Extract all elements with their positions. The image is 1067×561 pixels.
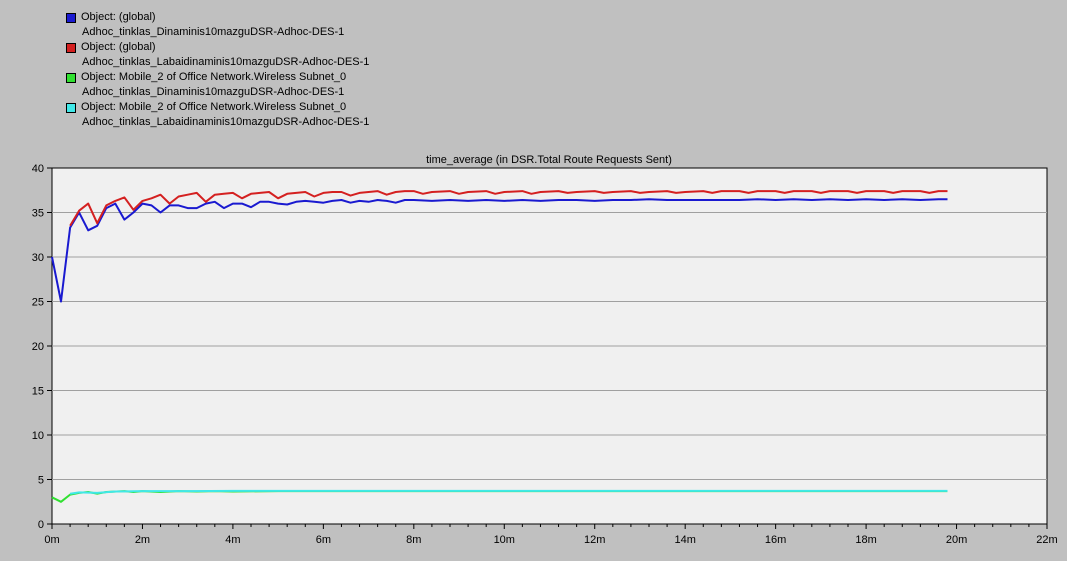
grid-lines xyxy=(52,212,1047,480)
x-tick-label: 14m xyxy=(674,534,695,546)
y-tick-label: 30 xyxy=(32,252,44,264)
legend-swatch xyxy=(66,102,76,113)
axis-ticks: 0 5 10 15 20 25 30 35 40 0m 2m 4m 6m 8m 10m 12m 14m 16m 18… xyxy=(32,163,1058,546)
x-tick-label: 6m xyxy=(316,534,331,546)
y-tick-label: 15 xyxy=(32,386,44,398)
series-line-4 xyxy=(69,489,948,495)
y-tick-label: 5 xyxy=(38,475,44,487)
x-tick-label: 16m xyxy=(765,534,786,546)
x-tick-label: 2m xyxy=(135,534,150,546)
legend-item: Object: (global) xyxy=(66,40,369,55)
y-tick-label: 35 xyxy=(32,208,44,220)
y-tick-label: 0 xyxy=(38,519,44,531)
x-tick-label: 10m xyxy=(494,534,515,546)
legend-object-label: Object: Mobile_2 of Office Network.Wirel… xyxy=(81,101,347,113)
legend-swatch xyxy=(66,12,76,23)
series-line-1 xyxy=(51,198,948,303)
series-line-2 xyxy=(69,190,948,227)
legend-scenario-label: Adhoc_tinklas_Labaidinaminis10mazguDSR-A… xyxy=(82,116,370,128)
x-tick-label: 18m xyxy=(855,534,876,546)
x-tick-label: 0m xyxy=(44,534,59,546)
legend-swatch xyxy=(66,72,76,83)
x-tick-label: 20m xyxy=(946,534,967,546)
legend-swatch xyxy=(66,42,76,53)
legend-item: Object: Mobile_2 of Office Network.Wirel… xyxy=(66,100,369,115)
x-tick-label: 8m xyxy=(406,534,421,546)
x-tick-label: 12m xyxy=(584,534,605,546)
chart-legend: Object: (global) Adhoc_tinklas_Dinaminis1… xyxy=(66,10,369,130)
x-tick-label: 4m xyxy=(225,534,240,546)
legend-scenario-label: Adhoc_tinklas_Dinaminis10mazguDSR-Adhoc-… xyxy=(82,86,345,98)
legend-item: Object: (global) xyxy=(66,10,369,25)
x-tick-label: 22m xyxy=(1036,534,1057,546)
series-lines xyxy=(51,190,948,503)
legend-object-label: Object: Mobile_2 of Office Network.Wirel… xyxy=(81,71,347,83)
y-tick-label: 20 xyxy=(32,341,44,353)
legend-scenario-label: Adhoc_tinklas_Dinaminis10mazguDSR-Adhoc-… xyxy=(82,26,345,38)
legend-scenario-label: Adhoc_tinklas_Labaidinaminis10mazguDSR-A… xyxy=(82,56,370,68)
chart-title: time_average (in DSR.Total Route Request… xyxy=(426,154,672,166)
y-tick-label: 10 xyxy=(32,430,44,442)
y-tick-label: 25 xyxy=(32,297,44,309)
y-tick-label: 40 xyxy=(32,163,44,175)
legend-item: Object: Mobile_2 of Office Network.Wirel… xyxy=(66,70,369,85)
legend-object-label: Object: (global) xyxy=(81,41,156,53)
legend-object-label: Object: (global) xyxy=(81,11,156,23)
